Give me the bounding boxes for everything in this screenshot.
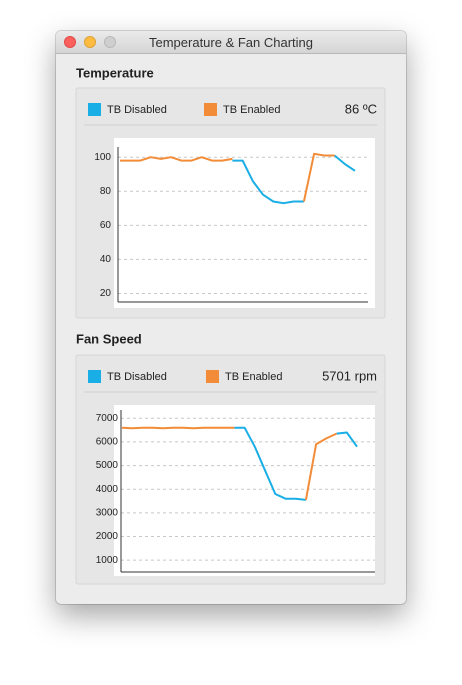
legend-label: TB Disabled <box>107 371 167 383</box>
minimize-button[interactable] <box>84 36 96 48</box>
plot-area <box>114 405 375 576</box>
legend-swatch <box>88 103 101 116</box>
close-button[interactable] <box>64 36 76 48</box>
series-line <box>234 426 358 501</box>
legend-swatch <box>88 370 101 383</box>
legend-label: TB Enabled <box>223 104 280 116</box>
y-tick-label: 1000 <box>96 555 119 566</box>
zoom-button[interactable] <box>104 36 116 48</box>
y-tick-label: 40 <box>100 254 112 265</box>
legend-swatch <box>204 103 217 116</box>
window-title: Temperature & Fan Charting <box>148 35 314 50</box>
y-tick-label: 4000 <box>96 484 119 495</box>
y-tick-label: 60 <box>100 220 112 231</box>
y-tick-label: 7000 <box>96 413 119 424</box>
y-tick-label: 6000 <box>96 437 119 448</box>
legend-label: TB Disabled <box>107 104 167 116</box>
y-tick-label: 80 <box>100 186 112 197</box>
y-tick-label: 2000 <box>96 531 119 542</box>
section-heading: Temperature <box>76 65 154 80</box>
section-heading: Fan Speed <box>76 331 142 346</box>
legend-swatch <box>206 370 219 383</box>
y-tick-label: 100 <box>94 152 111 163</box>
title-bar: Temperature & Fan Charting <box>56 31 406 54</box>
series-line <box>232 154 356 205</box>
y-tick-label: 20 <box>100 288 112 299</box>
y-tick-label: 3000 <box>96 508 119 519</box>
series-line <box>120 152 335 202</box>
y-tick-label: 5000 <box>96 460 119 471</box>
readout: 5701 rpm <box>322 368 377 383</box>
legend-label: TB Enabled <box>225 371 282 383</box>
readout: 86 ºC <box>345 101 377 116</box>
series-line <box>121 426 338 501</box>
